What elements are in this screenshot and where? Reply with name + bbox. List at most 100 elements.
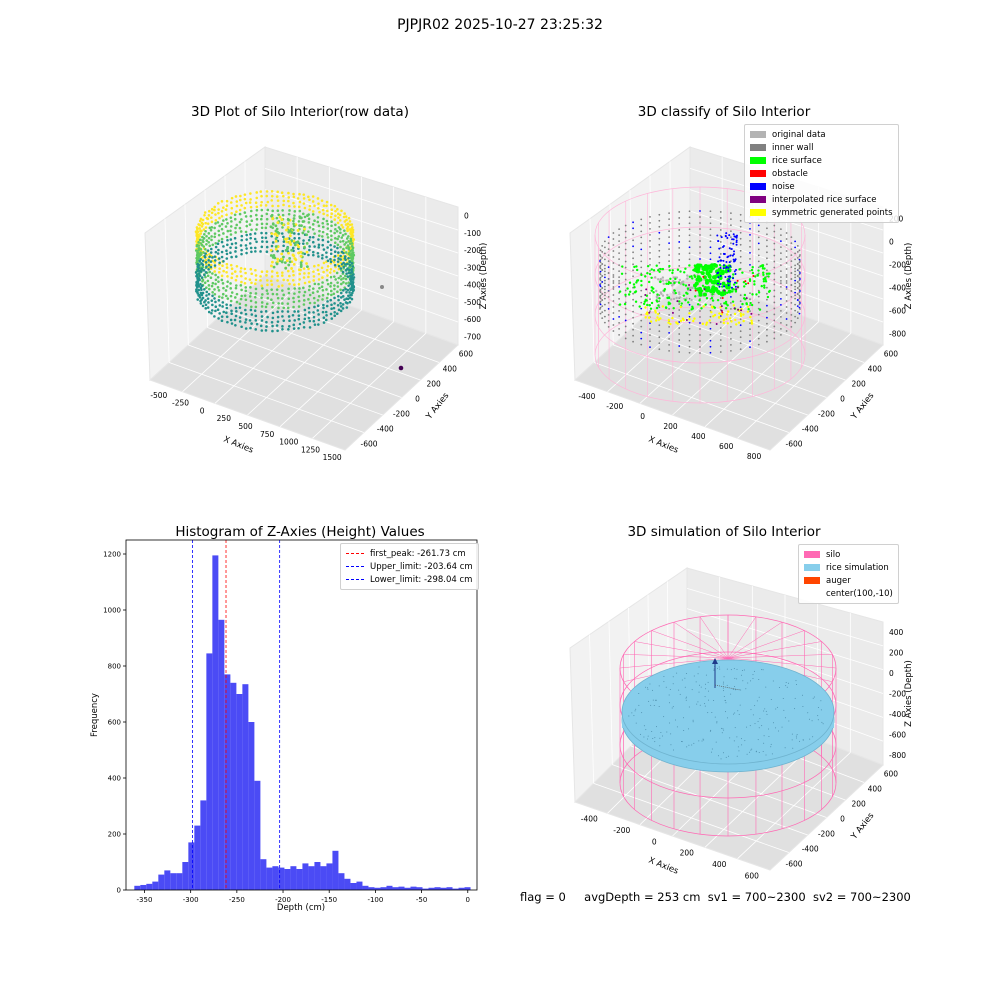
plot1-point — [333, 250, 337, 254]
histogram-bar — [140, 884, 147, 890]
plot1-point — [311, 195, 315, 198]
plot1-point — [230, 220, 233, 223]
plot1-point — [205, 290, 209, 294]
plot2-point — [796, 244, 799, 247]
plot2-point — [678, 327, 681, 329]
plot1-point — [313, 301, 316, 305]
plot1-point — [328, 271, 332, 274]
plot2-point — [607, 266, 610, 269]
plot1-point — [216, 308, 220, 312]
plot1-point — [326, 246, 329, 249]
plot1-point — [351, 291, 354, 295]
plot2-point — [682, 294, 686, 297]
plot4-rice-point — [652, 699, 654, 701]
plot4-rice-point — [693, 742, 695, 744]
plot2-point — [726, 256, 729, 259]
plot1-point — [276, 315, 280, 319]
plot2-point — [658, 225, 661, 228]
plot2-point — [790, 284, 793, 287]
histogram-bar — [284, 869, 291, 890]
plot4-rice-point — [758, 678, 760, 680]
plot2-point — [599, 255, 602, 258]
plot1-point — [301, 231, 305, 235]
plot1-point — [230, 255, 233, 259]
plot4-rice-point — [794, 697, 796, 699]
plot1-point — [348, 220, 352, 223]
plot2-point — [790, 307, 793, 310]
plot1-point — [318, 210, 321, 214]
plot1-point — [332, 269, 336, 273]
plot2-legend-item: obstacle — [750, 167, 893, 180]
plot2-point — [642, 302, 646, 306]
plot2-point — [785, 280, 788, 282]
plot2-point — [640, 236, 643, 239]
plot2-point — [798, 288, 801, 291]
plot1-point — [313, 264, 316, 268]
plot1-point — [311, 287, 315, 290]
plot2-y-tick-label: 200 — [851, 380, 866, 389]
plot1-point — [286, 306, 290, 310]
plot2-point — [780, 228, 782, 231]
plot2-point — [648, 304, 651, 307]
plot2-legend-label: symmetric generated points — [772, 207, 893, 218]
plot1-point — [282, 255, 285, 259]
plot4-rice-point — [691, 689, 693, 691]
plot2-point — [749, 315, 752, 319]
plot2-point — [726, 310, 730, 313]
plot1-z-axis-label: Z Axies (Depth) — [479, 243, 489, 310]
plot2-point — [798, 270, 801, 273]
plot1-point — [244, 318, 248, 321]
plot3-legend-item: Lower_limit: -298.04 cm — [346, 573, 473, 586]
plot2-point — [607, 242, 610, 245]
plot1-point — [334, 214, 337, 218]
plot2-point — [725, 265, 728, 268]
plot1-point — [211, 243, 215, 247]
plot2-point — [618, 327, 620, 330]
plot4-legend-swatch — [804, 590, 820, 597]
plot2-point — [730, 295, 732, 298]
plot4-rice-point — [734, 712, 736, 714]
plot1-point — [199, 302, 203, 305]
plot2-point — [599, 276, 602, 279]
plot1-z-tick-label: -500 — [464, 298, 481, 307]
plot1-point — [220, 315, 224, 318]
plot1-point — [265, 325, 268, 328]
plot1-point — [239, 297, 243, 301]
histogram-bar — [404, 887, 411, 890]
plot1-point — [239, 230, 243, 233]
plot2-point — [599, 282, 602, 285]
histogram-bar — [464, 887, 471, 890]
plot1-point — [255, 191, 259, 194]
plot1-point — [220, 255, 224, 259]
plot2-point — [655, 299, 658, 302]
plot1-point — [276, 296, 280, 300]
plot2-x-tick-label: 600 — [719, 442, 734, 451]
plot2-point — [718, 256, 721, 259]
histogram-x-tick-label: 0 — [466, 896, 470, 904]
plot4-silo-line — [727, 616, 757, 659]
plot1-point — [302, 276, 306, 279]
plot1-point — [292, 305, 295, 309]
plot1-point — [334, 223, 337, 227]
plot2-point — [648, 272, 652, 276]
plot2-point — [734, 281, 737, 284]
plot1-point — [245, 251, 248, 255]
plot2-point — [632, 304, 634, 307]
plot2-point — [743, 293, 747, 297]
plot1-point — [248, 223, 252, 226]
plot1-point — [214, 305, 218, 309]
plot2-point — [671, 271, 674, 275]
plot1-point — [222, 286, 225, 290]
plot2-point — [712, 275, 717, 280]
plot1-point — [217, 208, 220, 211]
plot2-point — [679, 270, 682, 273]
plot1-point — [330, 220, 333, 224]
plot2-point — [668, 230, 670, 233]
plot4-rice-point — [635, 708, 637, 710]
plot2-point — [732, 273, 735, 276]
plot1-point — [204, 263, 208, 266]
plot1-point — [337, 294, 340, 298]
plot1-point — [326, 292, 330, 296]
plot1-point — [214, 250, 218, 254]
plot1-point — [321, 293, 325, 297]
